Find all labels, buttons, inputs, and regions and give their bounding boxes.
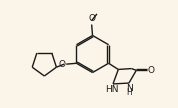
Text: HN: HN [105,85,119,94]
Text: O: O [88,14,95,23]
Text: N: N [126,84,133,93]
Text: O: O [58,60,65,69]
Text: O: O [148,66,155,75]
Text: H: H [126,88,132,97]
